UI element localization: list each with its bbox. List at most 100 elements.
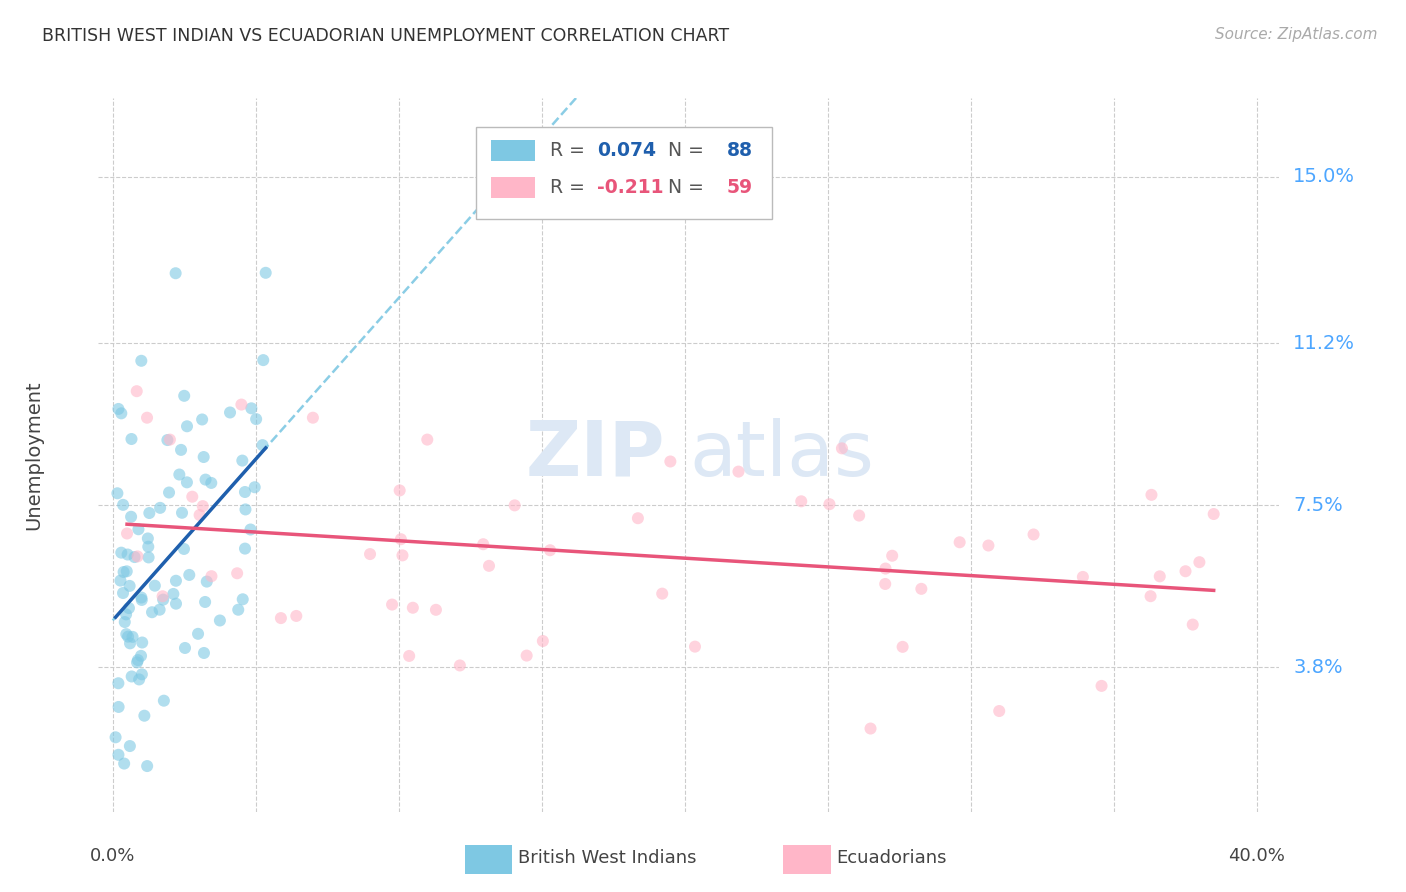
Point (478, 558, 501, 573)
Point (235, 502, 257, 516)
Point (136, 759, 159, 773)
Point (1140, 488, 1163, 502)
Point (134, 708, 156, 723)
Point (472, 537, 495, 551)
Point (152, 592, 174, 607)
Point (191, 499, 214, 513)
Point (118, 739, 141, 753)
Point (232, 592, 254, 607)
Point (129, 648, 152, 663)
Point (219, 405, 242, 419)
Point (131, 591, 153, 605)
Point (875, 561, 897, 575)
Point (389, 532, 412, 546)
Point (149, 603, 172, 617)
Text: BRITISH WEST INDIAN VS ECUADORIAN UNEMPLOYMENT CORRELATION CHART: BRITISH WEST INDIAN VS ECUADORIAN UNEMPL… (42, 27, 730, 45)
Text: -0.211: -0.211 (596, 178, 664, 197)
Point (170, 506, 193, 520)
Point (191, 412, 214, 426)
Point (208, 614, 231, 628)
Point (173, 541, 195, 556)
Point (1202, 507, 1225, 521)
Point (125, 384, 148, 399)
Point (118, 636, 141, 650)
Point (181, 490, 204, 504)
Point (226, 603, 249, 617)
FancyBboxPatch shape (464, 846, 512, 874)
Point (127, 653, 149, 667)
Text: British West Indians: British West Indians (517, 849, 696, 867)
Text: Source: ZipAtlas.com: Source: ZipAtlas.com (1215, 27, 1378, 42)
Text: N =: N = (655, 178, 710, 197)
Point (141, 605, 163, 619)
Point (193, 646, 215, 660)
Point (174, 640, 197, 655)
Point (1090, 679, 1112, 693)
Point (627, 511, 650, 525)
Point (848, 508, 870, 523)
Text: 3.8%: 3.8% (1294, 657, 1343, 677)
Point (115, 607, 138, 622)
Point (1174, 564, 1197, 578)
Point (121, 432, 143, 446)
Point (538, 543, 561, 558)
Point (831, 442, 853, 456)
Text: 7.5%: 7.5% (1294, 496, 1343, 515)
Point (121, 669, 143, 683)
Point (425, 603, 447, 617)
Text: 88: 88 (727, 141, 752, 160)
Point (254, 266, 277, 280)
Point (882, 549, 904, 563)
Point (117, 548, 139, 562)
Point (949, 535, 972, 549)
FancyBboxPatch shape (477, 127, 772, 219)
Point (977, 539, 1000, 553)
Point (176, 419, 198, 434)
Point (107, 676, 129, 690)
Point (131, 667, 153, 681)
Point (233, 485, 256, 500)
Point (245, 412, 267, 426)
Point (891, 640, 914, 654)
Point (381, 598, 404, 612)
Point (818, 497, 841, 511)
Text: R =: R = (550, 178, 591, 197)
Point (110, 546, 132, 560)
Point (790, 494, 813, 508)
Point (859, 722, 882, 736)
Point (127, 549, 149, 564)
Point (136, 540, 159, 554)
Point (531, 634, 554, 648)
Point (910, 582, 932, 596)
Point (143, 579, 166, 593)
Point (727, 465, 749, 479)
Text: R =: R = (550, 141, 591, 160)
Point (110, 406, 132, 420)
Point (131, 635, 153, 649)
Point (683, 640, 706, 654)
Point (285, 609, 308, 624)
Point (516, 648, 538, 663)
Point (875, 577, 897, 591)
Point (157, 485, 180, 500)
Point (194, 595, 217, 609)
Point (252, 438, 274, 452)
Point (114, 615, 136, 629)
Point (131, 593, 153, 607)
Point (1071, 570, 1094, 584)
Point (112, 586, 135, 600)
Point (112, 756, 135, 771)
Point (187, 627, 209, 641)
Point (104, 731, 127, 745)
Point (138, 506, 160, 520)
Point (105, 486, 128, 500)
Point (449, 658, 471, 673)
Point (121, 630, 143, 644)
FancyBboxPatch shape (491, 177, 536, 198)
Point (118, 579, 141, 593)
Point (115, 564, 138, 578)
Point (988, 704, 1011, 718)
Point (179, 568, 201, 582)
Point (136, 410, 159, 425)
Point (200, 475, 222, 490)
